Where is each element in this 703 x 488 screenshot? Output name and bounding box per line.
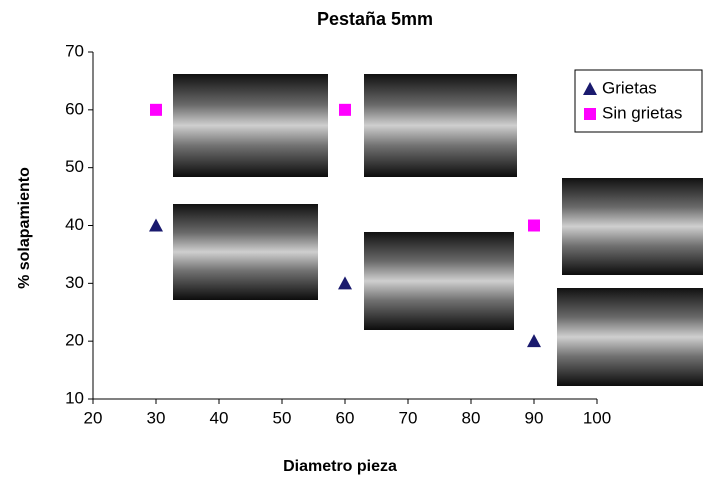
x-tick-label: 90 xyxy=(525,408,544,427)
x-tick-label: 50 xyxy=(273,408,292,427)
x-tick-label: 60 xyxy=(336,408,355,427)
point xyxy=(150,103,162,116)
legend-marker xyxy=(584,108,596,120)
x-tick-label: 40 xyxy=(210,408,229,427)
y-tick-label: 30 xyxy=(65,273,84,292)
y-tick-label: 50 xyxy=(65,157,84,176)
x-axis-label: Diametro pieza xyxy=(283,458,397,475)
legend-label: Sin grietas xyxy=(602,103,682,122)
y-axis-label: % solapamiento xyxy=(16,167,33,289)
x-tick-label: 30 xyxy=(147,408,166,427)
legend-label: Grietas xyxy=(602,78,657,97)
point xyxy=(528,219,540,232)
photos xyxy=(173,74,703,386)
photo xyxy=(364,74,517,177)
y-tick-label: 70 xyxy=(65,41,84,60)
legend xyxy=(574,69,703,133)
point xyxy=(339,103,351,116)
photo xyxy=(562,178,703,275)
photo xyxy=(173,204,318,300)
point xyxy=(149,218,163,232)
y-tick-label: 10 xyxy=(65,388,84,407)
x-tick-label: 70 xyxy=(399,408,418,427)
x-tick-label: 100 xyxy=(583,408,611,427)
photo xyxy=(364,232,514,330)
photo xyxy=(173,74,328,177)
point xyxy=(527,334,541,348)
y-tick-label: 60 xyxy=(65,99,84,118)
point xyxy=(338,276,352,290)
photo xyxy=(557,288,703,386)
y-tick-label: 20 xyxy=(65,331,84,350)
chart-title: Pestaña 5mm xyxy=(317,9,433,29)
legend-marker xyxy=(583,82,597,95)
x-tick-label: 20 xyxy=(84,408,103,427)
x-tick-label: 80 xyxy=(462,408,481,427)
y-tick-label: 40 xyxy=(65,215,84,234)
